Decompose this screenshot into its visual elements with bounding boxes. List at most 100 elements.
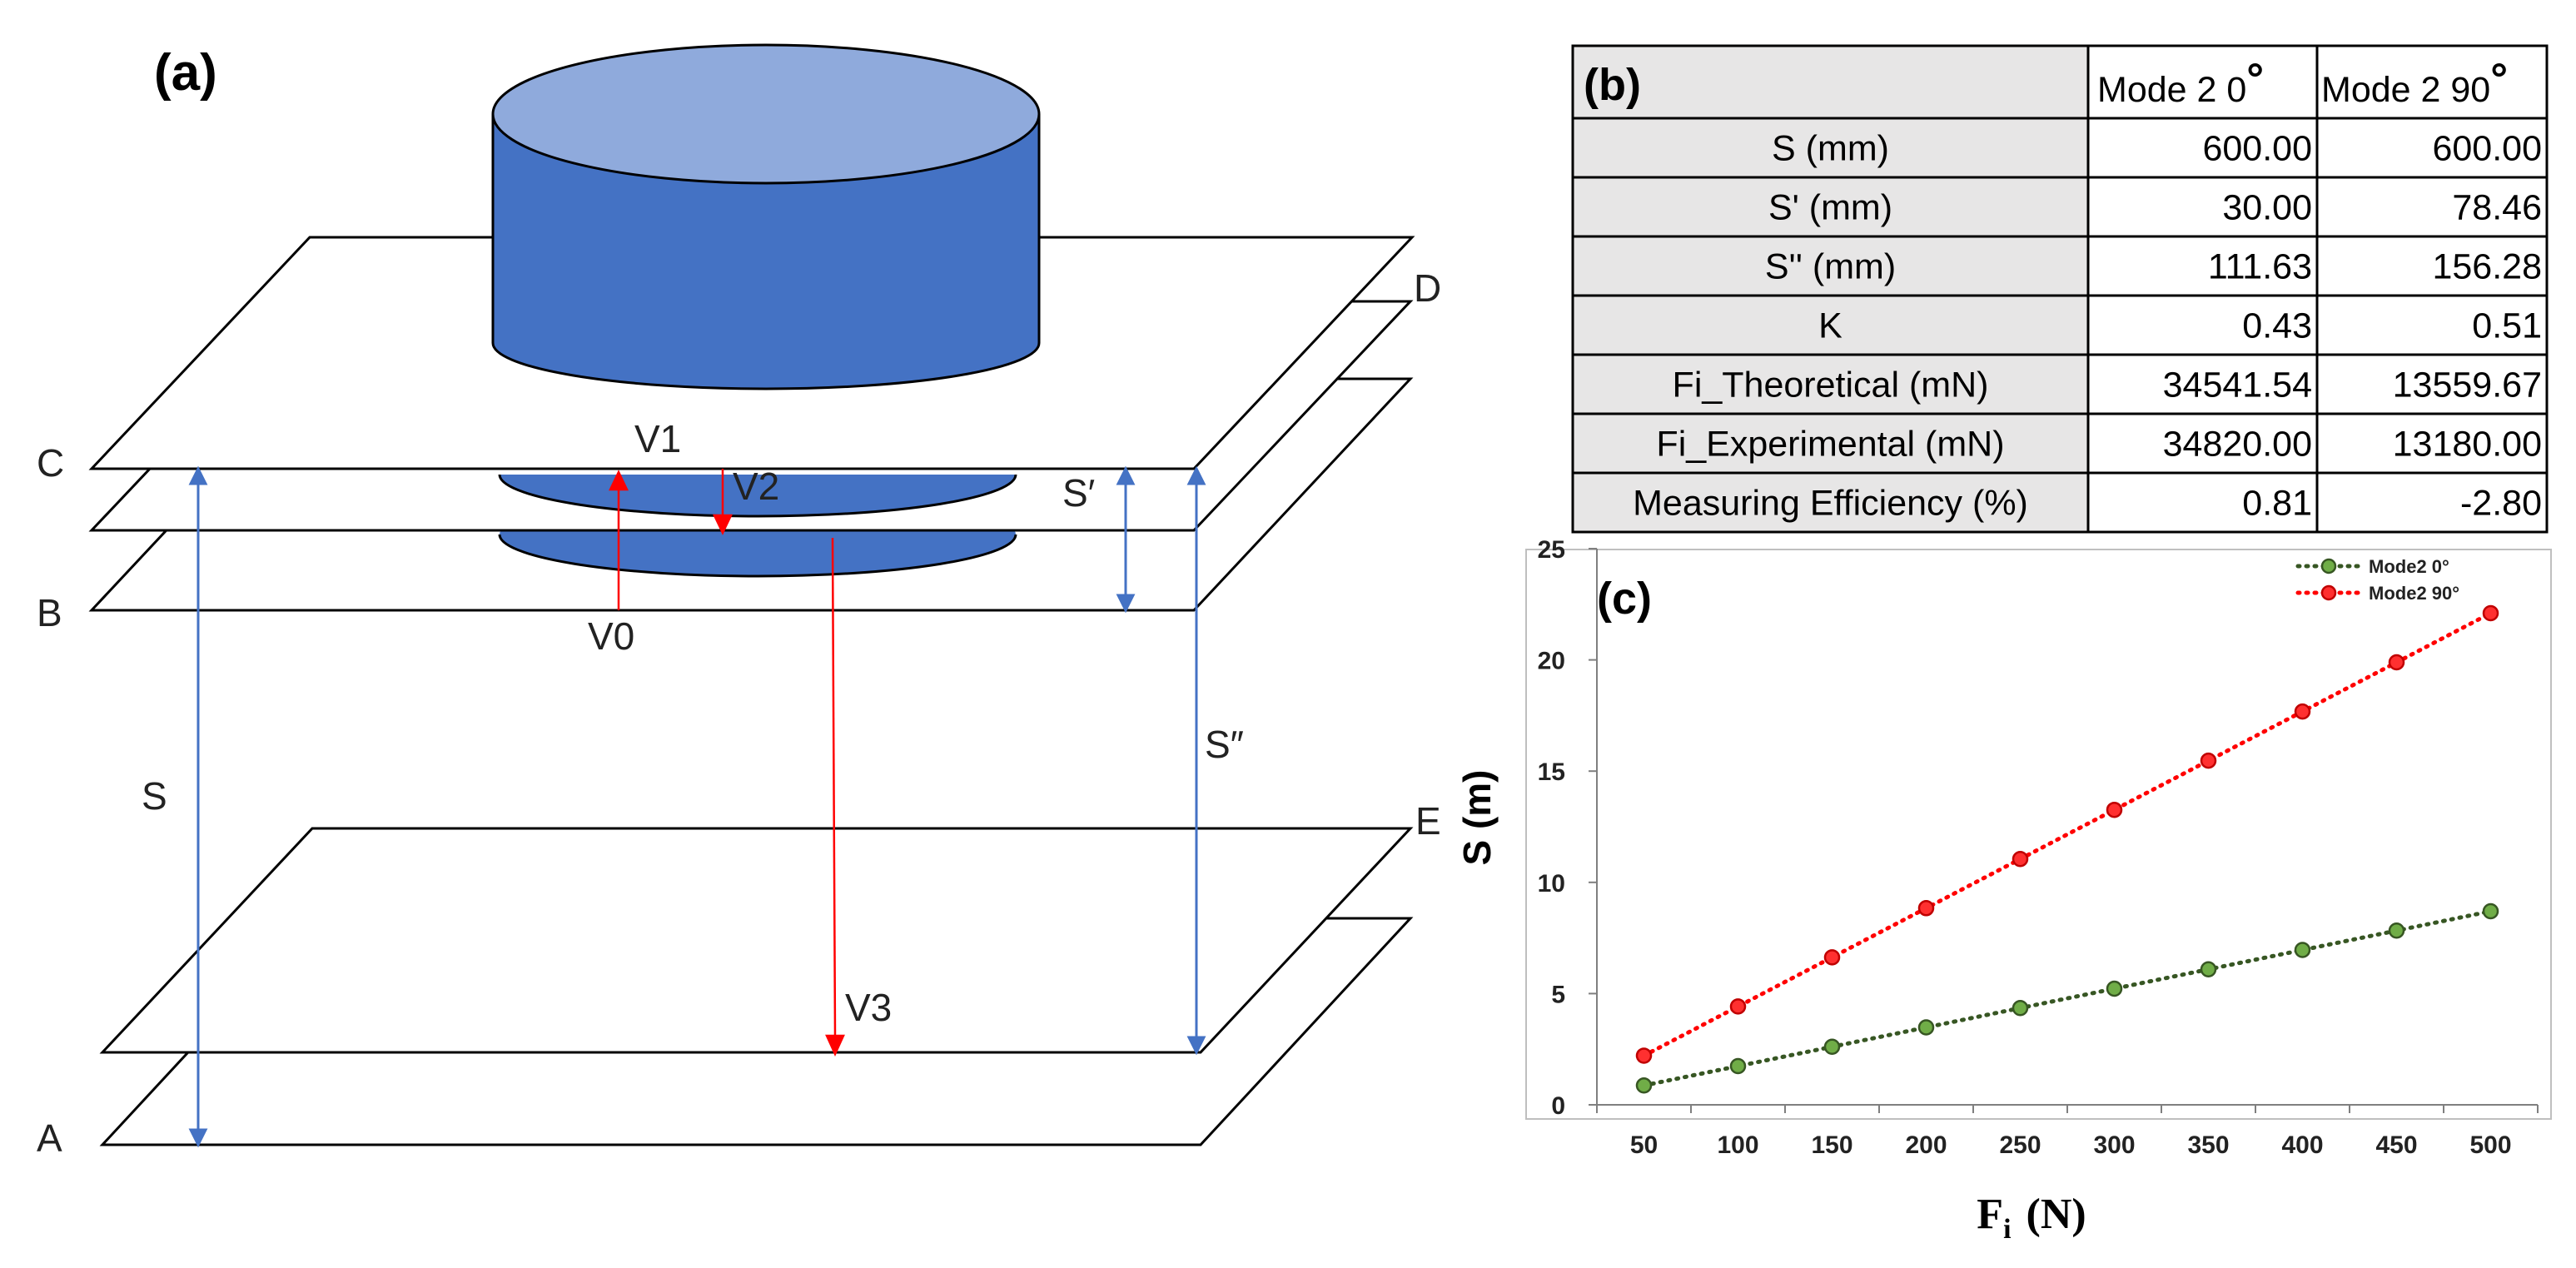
label-plane-b: B [37, 591, 62, 634]
legend-marker [2320, 558, 2337, 574]
data-point [1729, 998, 1747, 1015]
table-cell-mode2-0: 0.43 [2242, 306, 2312, 346]
x-tick-label: 50 [1630, 1131, 1658, 1159]
table-value-cell [2086, 294, 2319, 356]
x-axis-title-main: F [1977, 1191, 2003, 1238]
table-value-cell [2086, 176, 2319, 238]
y-axis-title: S (m) [1455, 770, 1499, 866]
table-label-cell [1571, 412, 2090, 475]
x-tick-label: 200 [1905, 1131, 1947, 1159]
x-tick-label: 100 [1717, 1131, 1758, 1159]
cylinder-body [491, 114, 1041, 390]
series-line-1 [1642, 610, 2493, 1058]
data-point [1823, 1038, 1841, 1056]
x-tick-label: 400 [2281, 1131, 2323, 1159]
table-cell-mode2-90: 156.28 [2432, 247, 2542, 287]
y-tick-label: 20 [1538, 648, 1565, 675]
data-point [1729, 1057, 1747, 1075]
header-mode2-90: Mode 2 90° [2321, 55, 2508, 110]
data-point [2200, 961, 2217, 978]
data-point [1635, 1047, 1653, 1064]
y-tick-label: 25 [1538, 536, 1565, 564]
data-point [2012, 850, 2029, 868]
y-tick-label: 5 [1551, 981, 1565, 1008]
table-label-cell [1571, 294, 2090, 356]
chart-axes: 0 5 10 15 20 25 50 100 150 200 250 300 350 400 450 500 [1538, 536, 2539, 1159]
data-point [1917, 900, 1935, 917]
table-label-cell [1571, 471, 2090, 534]
label-s: S [142, 774, 167, 818]
table-header-cell [2315, 44, 2549, 120]
table-cell-mode2-90: 78.46 [2452, 188, 2542, 228]
data-point [1635, 1077, 1653, 1094]
y-tick-label: 15 [1538, 758, 1565, 786]
label-v0: V0 [588, 614, 634, 658]
chart-legend: Mode2 0° Mode2 90° [2295, 556, 2459, 604]
label-plane-c: C [37, 441, 64, 485]
table-row-label: S' (mm) [1768, 188, 1892, 228]
table-value-cell [2086, 117, 2319, 179]
table-value-cell [2315, 412, 2549, 475]
panel-c-chart: (c) 0 5 10 15 20 25 50 100 150 200 250 300 350 400 450… [1455, 536, 2552, 1245]
x-axis-title: Fi (N) [1977, 1191, 2086, 1245]
x-axis-title-unit: (N) [2026, 1191, 2086, 1238]
label-plane-a: A [37, 1116, 62, 1160]
data-point [2388, 922, 2405, 939]
label-v1: V1 [634, 417, 681, 460]
header-mode2-90-text: Mode 2 90 [2321, 70, 2490, 110]
table-value-cell [2315, 353, 2549, 415]
table-cell-mode2-90: 0.51 [2472, 306, 2542, 346]
table-row-label: Fi_Theoretical (mN) [1673, 365, 1989, 405]
table-value-cell [2086, 235, 2319, 297]
cylinder-top [491, 43, 1041, 185]
table-cell-mode2-0: 600.00 [2202, 129, 2312, 169]
data-point [2106, 801, 2123, 818]
table-cell-mode2-0: 34541.54 [2163, 365, 2312, 405]
table-row-label: Measuring Efficiency (%) [1633, 484, 2028, 524]
table-label-cell [1571, 117, 2090, 179]
table-cell-mode2-90: -2.80 [2460, 484, 2542, 524]
x-tick-label: 350 [2187, 1131, 2229, 1159]
data-point [1823, 949, 1841, 966]
header-mode2-0: Mode 2 0° [2097, 55, 2264, 110]
x-tick-label: 450 [2375, 1131, 2417, 1159]
table-cell-mode2-0: 111.63 [2208, 247, 2312, 287]
table-cell-mode2-0: 0.81 [2242, 484, 2312, 524]
label-s-prime: S′ [1062, 471, 1095, 515]
data-point [2482, 604, 2499, 622]
series-line-0 [1642, 909, 2493, 1088]
table-cell-mode2-0: 34820.00 [2163, 425, 2312, 465]
label-plane-d: D [1414, 266, 1441, 310]
plane-e [99, 827, 1414, 1054]
y-tick-label: 0 [1551, 1092, 1565, 1120]
y-tick-label: 10 [1538, 870, 1565, 898]
label-v3: V3 [845, 986, 892, 1029]
distance-arrows [188, 465, 1206, 1148]
table-row-label: S'' (mm) [1765, 247, 1896, 287]
table-row-label: K [1818, 306, 1842, 346]
table-header-cell [2086, 44, 2319, 120]
table-cell-mode2-90: 13180.00 [2393, 425, 2542, 465]
degree-symbol: ° [2490, 55, 2508, 103]
data-point [2106, 980, 2123, 997]
label-s-double-prime: S″ [1205, 723, 1244, 766]
table-value-cell [2315, 176, 2549, 238]
legend-label: Mode2 0° [2369, 556, 2449, 577]
table-cell-mode2-0: 30.00 [2222, 188, 2312, 228]
panel-b-label: (b) [1584, 60, 1641, 110]
data-point [2388, 654, 2405, 671]
x-tick-label: 250 [1999, 1131, 2041, 1159]
chart-area [1525, 549, 2552, 1120]
table-row-label: S (mm) [1772, 129, 1889, 169]
legend-label: Mode2 90° [2369, 583, 2459, 604]
table-value-cell [2086, 412, 2319, 475]
x-tick-label: 300 [2093, 1131, 2135, 1159]
panel-a: (a) [37, 43, 1441, 1160]
table-cell-mode2-90: 600.00 [2432, 129, 2542, 169]
data-point [2200, 752, 2217, 769]
panel-c-label: (c) [1597, 574, 1652, 624]
arrow-v3 [831, 537, 837, 1037]
table-cell-mode2-90: 13559.67 [2393, 365, 2542, 405]
table-value-cell [2315, 235, 2549, 297]
label-plane-e: E [1415, 799, 1441, 843]
